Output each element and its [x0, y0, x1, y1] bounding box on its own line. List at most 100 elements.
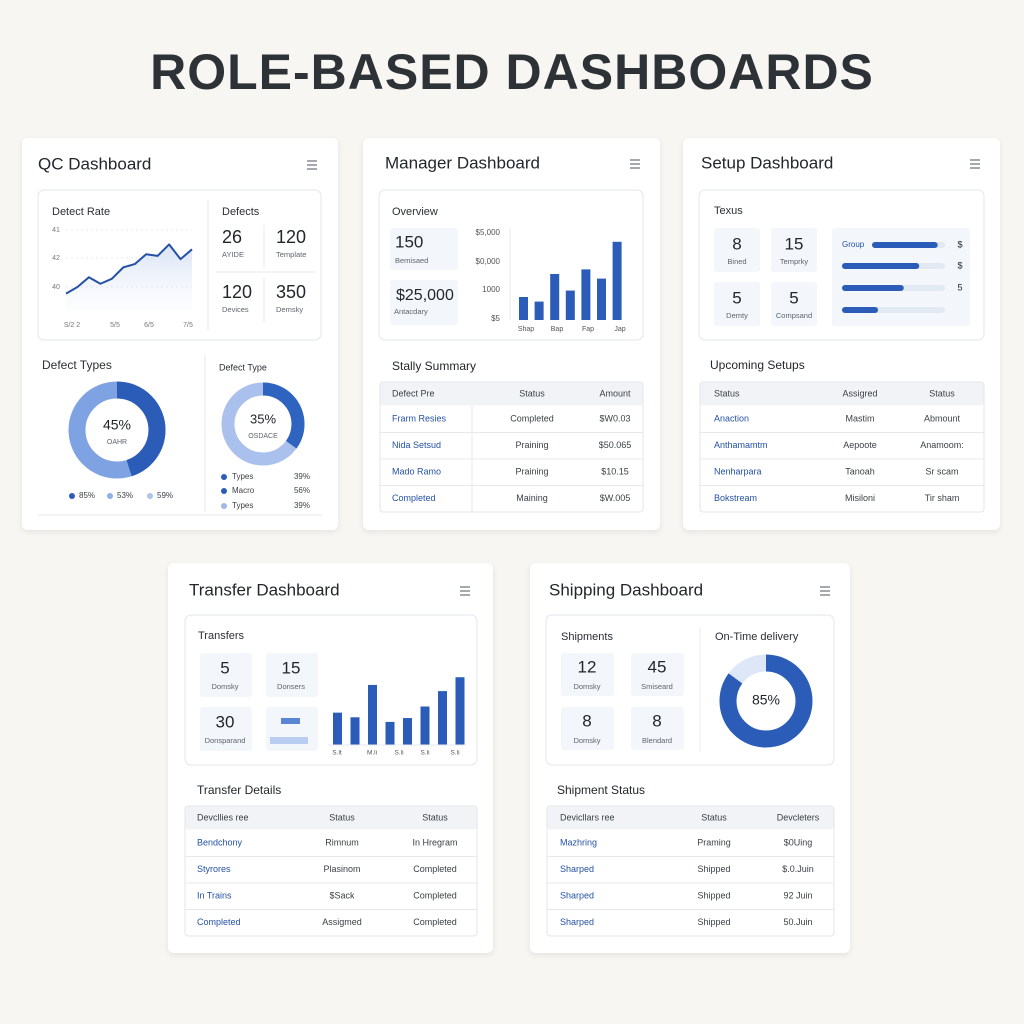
table-cell: Sharped — [560, 917, 594, 927]
stat-value: 8 — [582, 711, 591, 730]
table-cell: Nenharpara — [714, 467, 762, 477]
column-header: Devicllars ree — [560, 812, 615, 822]
page-title: ROLE-BASED DASHBOARDS — [150, 44, 874, 100]
table-title: Shipment Status — [557, 783, 645, 797]
x-axis-label: 7/5 — [183, 322, 193, 329]
stat-value: 120 — [222, 282, 252, 302]
table — [699, 381, 985, 513]
x-axis-label: 6/5 — [144, 322, 154, 329]
y-axis-label: $5,000 — [476, 228, 501, 237]
table — [379, 381, 644, 513]
bar — [565, 290, 575, 320]
card-title: Shipping Dashboard — [549, 580, 703, 599]
legend-dot — [69, 493, 75, 499]
column-header: Assigred — [842, 388, 877, 398]
table-cell: 92 Juin — [783, 891, 812, 901]
line — [65, 243, 193, 295]
x-axis-label: M.li — [367, 750, 377, 757]
column-header: Status — [701, 812, 727, 822]
x-axis-label: 5/5 — [110, 322, 120, 329]
table-cell: $.0.Juin — [782, 864, 814, 874]
stat-box — [390, 228, 458, 270]
table-cell: Completed — [413, 891, 457, 901]
table-cell: Mastim — [846, 414, 875, 424]
stat-box — [771, 282, 817, 326]
y-axis-label: 42 — [52, 255, 60, 262]
stat-box — [631, 653, 684, 696]
stat-label: Blendard — [642, 736, 672, 745]
table — [184, 805, 478, 937]
table-cell: Shipped — [697, 864, 730, 874]
y-axis-label: 40 — [52, 284, 60, 291]
table-cell: Styrores — [197, 864, 231, 874]
legend-dot — [107, 493, 113, 499]
y-axis-label: $0,000 — [476, 257, 501, 266]
table-cell: Anamoom: — [920, 440, 964, 450]
stat-box — [390, 280, 458, 325]
section-title: Defect Types — [42, 358, 112, 372]
bar — [350, 717, 360, 745]
table-cell: Misiloni — [845, 493, 875, 503]
section-title: Texus — [714, 205, 743, 217]
y-axis-label: 41 — [52, 227, 60, 234]
bar — [550, 274, 560, 320]
stat-label: Template — [276, 250, 306, 259]
progress-label: Group — [842, 240, 865, 249]
x-axis-label: S.li — [394, 750, 403, 757]
stat-label: AYIDE — [222, 250, 244, 259]
bar — [333, 712, 342, 745]
table-cell: Tir sham — [925, 493, 960, 503]
stat-label: Temprky — [780, 257, 809, 266]
stat-label: Domsky — [573, 682, 600, 691]
stat-value: 45 — [648, 657, 667, 676]
progress-bar — [842, 307, 879, 313]
legend-value: 56% — [294, 486, 310, 495]
card-title: QC Dashboard — [38, 154, 151, 173]
donut-value: 85% — [752, 692, 780, 708]
bar — [581, 269, 591, 320]
mini-bar — [281, 718, 300, 724]
column-header: Status — [929, 388, 955, 398]
table-title: Transfer Details — [197, 783, 281, 797]
legend-label: Macro — [232, 486, 255, 495]
progress-tail: 5 — [957, 282, 962, 292]
stat-value: 5 — [732, 288, 741, 307]
table-cell: 50.Juin — [783, 917, 812, 927]
table-cell: Assigmed — [322, 917, 362, 927]
donut-arc — [719, 654, 813, 748]
stat-value: 120 — [276, 227, 306, 247]
section-title: Shipments — [561, 631, 613, 643]
column-header: Status — [329, 812, 355, 822]
stat-value: 150 — [395, 232, 423, 251]
table-cell: Sharped — [560, 891, 594, 901]
stat-value: 26 — [222, 227, 242, 247]
legend-dot — [221, 488, 227, 494]
stat-value: 8 — [732, 234, 741, 253]
table-header — [380, 382, 643, 406]
bar — [385, 721, 395, 745]
table-cell: $0Uing — [784, 838, 813, 848]
table-cell: $10.15 — [601, 467, 629, 477]
bar — [403, 718, 412, 745]
card-title: Setup Dashboard — [701, 153, 833, 172]
stat-box — [771, 228, 817, 272]
table-cell: Shipped — [697, 917, 730, 927]
stat-label: Domsky — [211, 682, 238, 691]
bar — [455, 677, 465, 745]
stat-box — [714, 282, 760, 326]
table-header — [700, 382, 984, 406]
column-header: Devcleters — [777, 812, 820, 822]
x-axis-label: S/2 2 — [64, 322, 80, 329]
bar — [368, 684, 377, 745]
stat-box — [200, 707, 252, 751]
legend-label: Types — [232, 472, 253, 481]
table-title: Stally Summary — [392, 359, 476, 373]
x-axis-label: Shap — [518, 326, 534, 333]
progress-tail: $ — [957, 239, 962, 249]
legend-value: 39% — [294, 472, 310, 481]
table-cell: Anthamamtm — [714, 440, 768, 450]
stat-box — [631, 707, 684, 750]
table-cell: Tanoah — [845, 467, 875, 477]
mini-panel — [266, 707, 318, 751]
